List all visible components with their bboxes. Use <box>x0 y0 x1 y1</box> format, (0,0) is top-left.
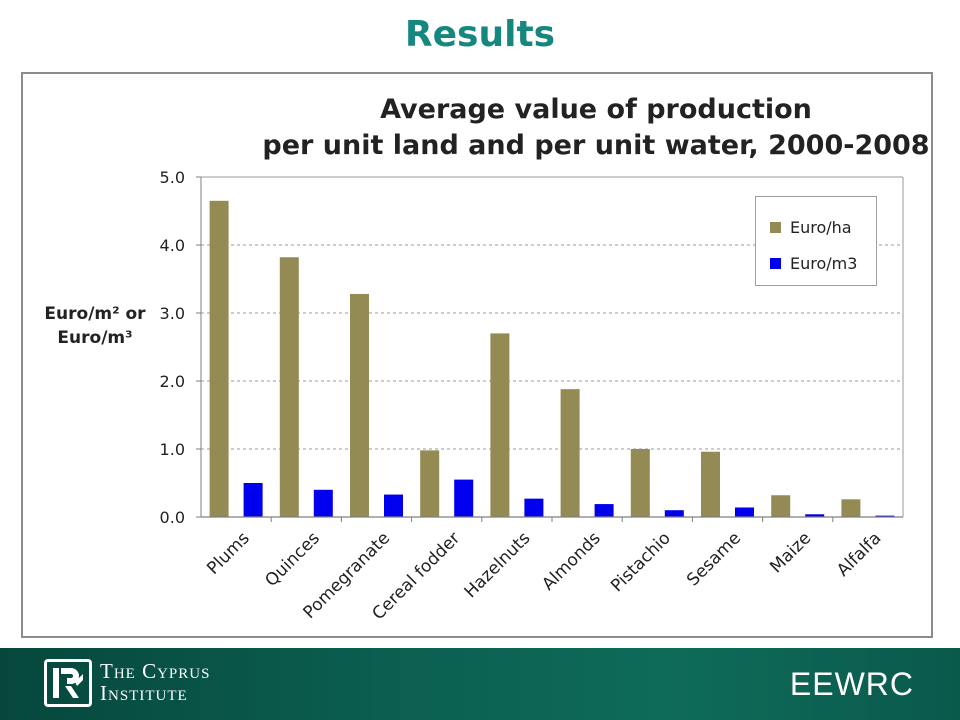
chart-frame: 0.0 1.0 2.0 3.0 4.0 5.0 Plums Quinces Pomegranat… <box>21 72 933 638</box>
chart-title-line2: per unit land and per unit water, 2000-2… <box>262 130 930 161</box>
bar-euro-m3-alfalfa <box>875 515 895 517</box>
x-tick-label: Hazelnuts <box>461 528 535 602</box>
legend-swatch-euro-m3 <box>770 257 781 269</box>
legend-item-euro-m3: Euro/m3 <box>770 253 857 273</box>
x-tick-label: Pistachio <box>607 528 675 596</box>
bar-euro-m3-quinces <box>313 489 333 517</box>
legend-label-euro-m3: Euro/m3 <box>790 253 858 273</box>
institute-name-line1: The Cyprus <box>100 659 211 683</box>
x-tick-label: Alfalfa <box>833 528 885 580</box>
bar-euro-ha-hazelnuts <box>490 333 510 517</box>
footer-bar: The Cyprus Institute EEWRC <box>0 648 960 720</box>
y-tick-label: 1.0 <box>160 440 185 459</box>
bar-euro-ha-plums <box>209 200 229 518</box>
bar-euro-m3-pomegranate <box>384 494 403 517</box>
cyprus-institute-logo-icon <box>44 659 92 707</box>
y-tick-label: 5.0 <box>160 168 185 187</box>
legend-label-euro-ha: Euro/ha <box>790 217 852 237</box>
bar-euro-m3-sesame <box>735 507 754 517</box>
y-tick-label: 3.0 <box>160 304 185 323</box>
x-tick-label: Plums <box>203 528 253 578</box>
chart-legend: Euro/ha Euro/m3 <box>755 196 877 286</box>
footer-brand: EEWRC <box>789 666 914 702</box>
y-tick-label: 0.0 <box>160 508 185 527</box>
bar-euro-ha-alfalfa <box>841 499 861 517</box>
chart-title: Average value of production per unit lan… <box>251 92 941 164</box>
chart-title-line1: Average value of production <box>380 94 812 125</box>
bar-euro-ha-pistachio <box>630 449 650 517</box>
slide-title: Results <box>404 14 556 55</box>
bar-euro-m3-maize <box>805 514 825 517</box>
x-tick-label: Sesame <box>683 528 745 590</box>
x-tick-label: Almonds <box>538 528 604 594</box>
y-tick-label: 2.0 <box>160 372 185 391</box>
y-tick-label: 4.0 <box>160 236 185 255</box>
legend-swatch-euro-ha <box>770 221 781 233</box>
x-tick-label: Maize <box>766 528 815 577</box>
y-axis-label-line2: Euro/m³ <box>57 328 133 348</box>
bar-euro-ha-almonds <box>560 389 580 517</box>
bar-euro-m3-cereal-fodder <box>454 479 474 517</box>
bar-euro-m3-plums <box>243 483 263 517</box>
bar-euro-ha-sesame <box>701 451 720 517</box>
bar-euro-ha-maize <box>771 495 791 517</box>
bar-euro-ha-cereal-fodder <box>420 450 440 517</box>
bar-euro-m3-almonds <box>594 504 614 517</box>
bar-euro-ha-quinces <box>279 257 299 517</box>
bar-euro-m3-hazelnuts <box>524 498 544 517</box>
bar-euro-m3-pistachio <box>664 510 684 517</box>
y-axis-label: Euro/m² or Euro/m³ <box>31 302 159 350</box>
y-axis-label-line1: Euro/m² or <box>44 304 146 324</box>
institute-name-line2: Institute <box>100 681 188 705</box>
institute-name: The Cyprus Institute <box>100 660 210 704</box>
x-tick-label: Quinces <box>261 528 324 591</box>
bar-euro-ha-pomegranate <box>350 293 369 517</box>
legend-item-euro-ha: Euro/ha <box>770 217 852 237</box>
